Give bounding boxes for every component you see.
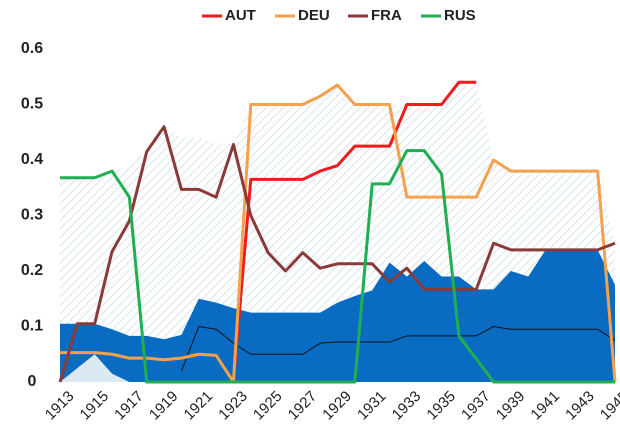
y-tick-label: 0.1 — [21, 318, 43, 335]
x-tick-label: 1935 — [423, 388, 459, 424]
series-line — [231, 80, 477, 383]
x-tick-label: 1937 — [458, 388, 494, 424]
legend-label: FRA — [371, 7, 402, 24]
x-tick-label: 1939 — [493, 388, 529, 424]
x-tick-label: 1921 — [181, 388, 217, 424]
x-tick-label: 1933 — [389, 388, 425, 424]
x-tick-label: 1941 — [527, 388, 563, 424]
x-tick-label: 1927 — [285, 388, 321, 424]
series-line — [60, 83, 617, 384]
legend-label: AUT — [225, 7, 256, 24]
x-tick-label: 1945 — [597, 388, 620, 424]
y-tick-label: 0.6 — [21, 40, 43, 57]
y-tick-label: 0 — [28, 373, 37, 390]
x-tick-label: 1913 — [42, 388, 78, 424]
x-tick-label: 1919 — [146, 388, 182, 424]
series-line — [58, 125, 616, 383]
y-tick-label: 0.2 — [21, 262, 43, 279]
series-line — [60, 149, 615, 384]
x-tick-label: 1931 — [354, 388, 390, 424]
x-tick-label: 1929 — [319, 388, 355, 424]
x-tick-label: 1915 — [77, 388, 113, 424]
legend-label: DEU — [298, 7, 330, 24]
x-tick-label: 1923 — [215, 388, 251, 424]
y-tick-label: 0.5 — [21, 96, 43, 113]
y-tick-label: 0.3 — [21, 207, 43, 224]
legend-label: RUS — [444, 7, 476, 24]
x-tick-label: 1917 — [111, 388, 147, 424]
thin-line — [180, 326, 616, 372]
x-tick-label: 1943 — [562, 388, 598, 424]
x-tick-label: 1925 — [250, 388, 286, 424]
area — [60, 354, 130, 382]
area — [60, 249, 615, 382]
y-tick-label: 0.4 — [21, 151, 43, 168]
